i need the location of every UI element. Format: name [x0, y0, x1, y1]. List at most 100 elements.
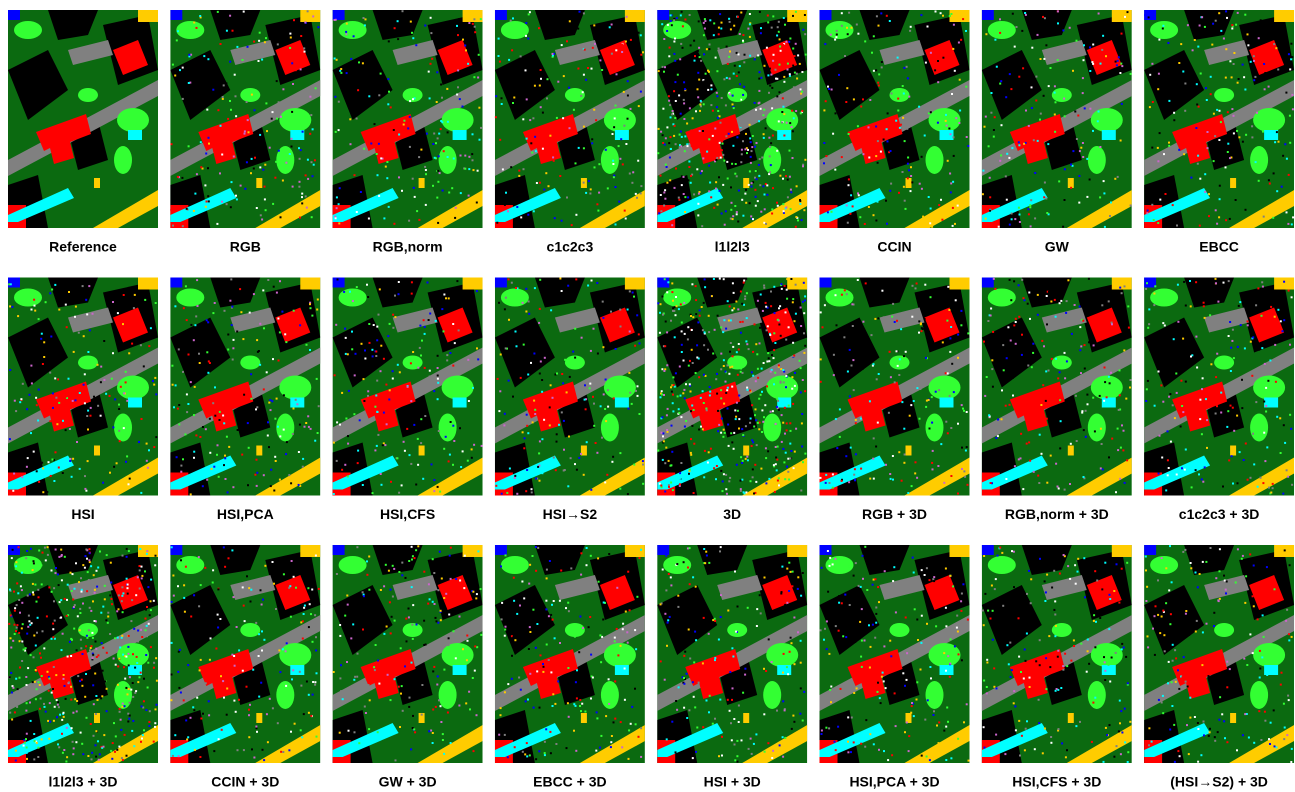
speckle [794, 320, 796, 322]
speckle [557, 680, 559, 682]
speckle [747, 459, 749, 461]
speckle [363, 595, 365, 597]
speckle [101, 695, 103, 697]
speckle [1104, 226, 1106, 228]
speckle [1148, 16, 1150, 18]
speckle [394, 27, 396, 29]
speckle [227, 118, 229, 120]
speckle [732, 218, 734, 220]
speckle [771, 87, 773, 89]
speckle [187, 403, 189, 405]
speckle [596, 452, 598, 454]
speckle [495, 116, 497, 118]
speckle [544, 627, 546, 629]
speckle [906, 722, 908, 724]
speckle [190, 54, 192, 56]
speckle [1227, 151, 1229, 153]
speckle [202, 426, 204, 428]
speckle [426, 133, 428, 135]
speckle [723, 429, 725, 431]
speckle [621, 51, 623, 53]
speckle [1029, 460, 1031, 462]
speckle [668, 100, 670, 102]
speckle [353, 413, 355, 415]
speckle [1124, 285, 1126, 287]
speckle [1066, 300, 1068, 302]
speckle [765, 127, 767, 129]
speckle [706, 555, 708, 557]
speckle [87, 571, 89, 573]
speckle [678, 197, 680, 199]
speckle [1093, 614, 1095, 616]
speckle [172, 755, 174, 757]
speckle [665, 589, 667, 591]
speckle [340, 72, 342, 74]
speckle [65, 429, 67, 431]
speckle [122, 323, 124, 325]
speckle [146, 625, 148, 627]
speckle [899, 358, 901, 360]
speckle [755, 481, 757, 483]
speckle [532, 609, 534, 611]
speckle [1262, 286, 1264, 288]
speckle [435, 320, 437, 322]
speckle [779, 175, 781, 177]
speckle [447, 121, 449, 123]
speckle [401, 562, 403, 564]
speckle [525, 69, 527, 71]
speckle [408, 706, 410, 708]
speckle [885, 200, 887, 202]
speckle [1220, 30, 1222, 32]
speckle [740, 291, 742, 293]
speckle [766, 385, 768, 387]
speckle [55, 572, 57, 574]
speckle [529, 564, 531, 566]
speckle [742, 140, 744, 142]
speckle [823, 109, 825, 111]
speckle [604, 408, 606, 410]
speckle [708, 315, 710, 317]
speckle [369, 342, 371, 344]
speckle [477, 358, 479, 360]
speckle [1242, 64, 1244, 66]
speckle [16, 706, 18, 708]
speckle [549, 135, 551, 137]
speckle [716, 373, 718, 375]
speckle [671, 113, 673, 115]
speckle [736, 140, 738, 142]
map-image [495, 545, 645, 763]
speckle [709, 44, 711, 46]
speckle [52, 459, 54, 461]
speckle [107, 622, 109, 624]
speckle [801, 110, 803, 112]
speckle [757, 54, 759, 56]
speckle [671, 425, 673, 427]
speckle [703, 80, 705, 82]
speckle [356, 286, 358, 288]
speckle [847, 716, 849, 718]
speckle [1001, 418, 1003, 420]
speckle [217, 588, 219, 590]
speckle [198, 605, 200, 607]
speckle [1115, 61, 1117, 63]
speckle [287, 605, 289, 607]
speckle [440, 128, 442, 130]
speckle [936, 326, 938, 328]
speckle [907, 163, 909, 165]
speckle [376, 380, 378, 382]
speckle [896, 31, 898, 33]
speckle [1098, 13, 1100, 15]
speckle [536, 623, 538, 625]
speckle [110, 750, 112, 752]
speckle [352, 623, 354, 625]
speckle [968, 760, 970, 762]
speckle [52, 688, 54, 690]
speckle [669, 47, 671, 49]
speckle [457, 86, 459, 88]
speckle [765, 482, 767, 484]
speckle [70, 572, 72, 574]
speckle [787, 63, 789, 65]
speckle [538, 750, 540, 752]
speckle [692, 117, 694, 119]
speckle [751, 439, 753, 441]
